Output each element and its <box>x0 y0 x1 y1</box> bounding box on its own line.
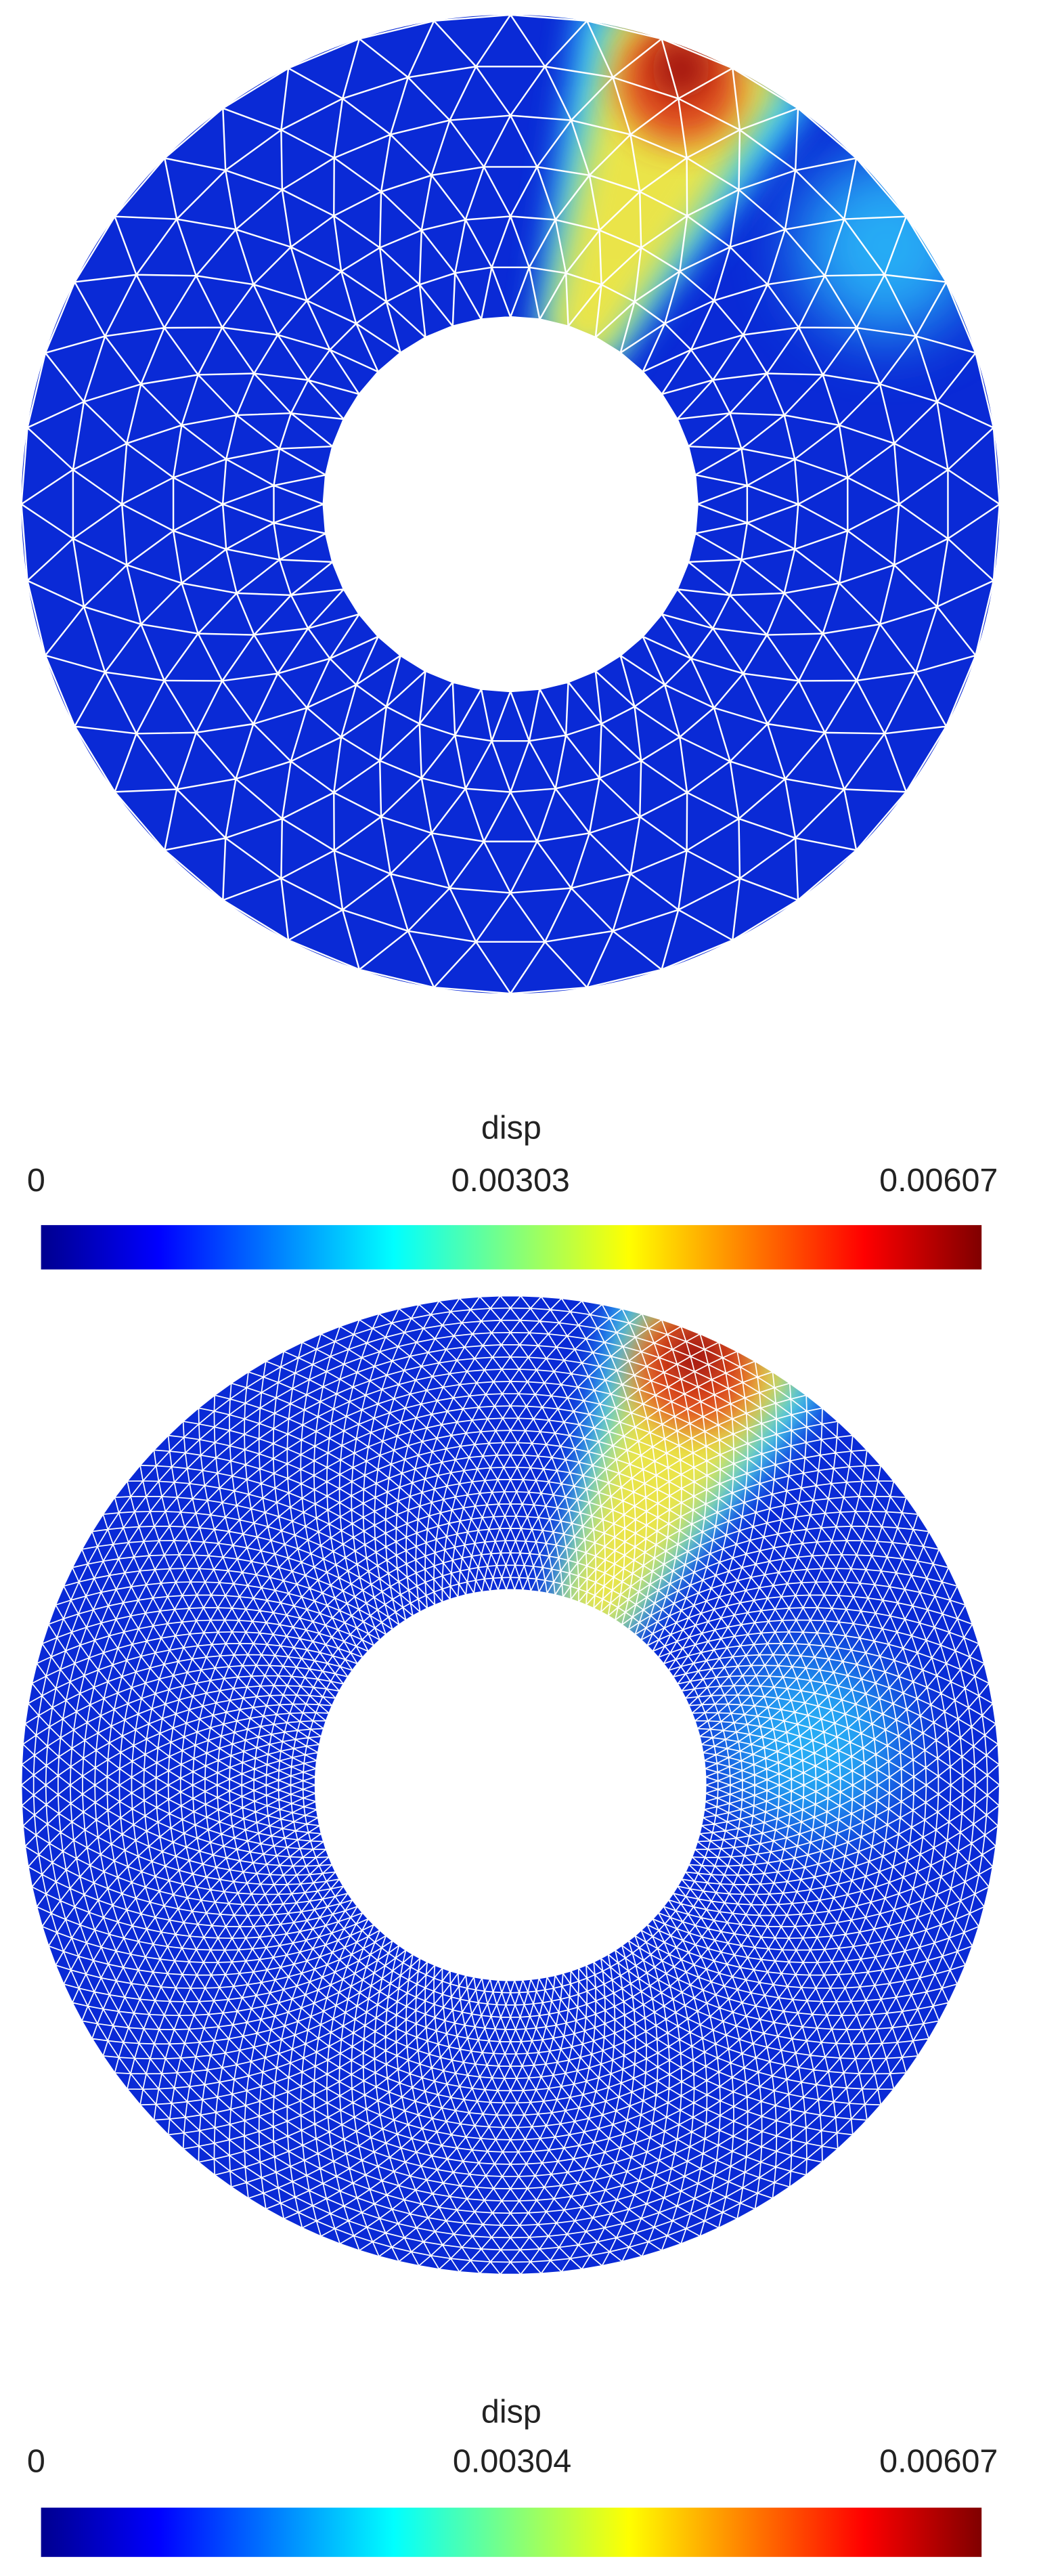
colorbar-tick-label: 0.00303 <box>451 1162 570 1199</box>
annulus <box>21 1295 1000 2275</box>
colorbar-tick-label: 0 <box>27 1162 45 1199</box>
annulus <box>21 14 1000 994</box>
mesh <box>20 1295 1000 2275</box>
mesh-panel <box>20 1295 1000 2275</box>
mesh <box>20 14 1001 995</box>
colorbar-tick-label: 0.00607 <box>879 2443 998 2479</box>
colorbar-label: disp <box>481 2394 541 2430</box>
colorbar <box>41 1225 982 1270</box>
colorbar <box>41 2508 982 2557</box>
field-blob <box>796 156 977 337</box>
field-peak <box>651 39 711 99</box>
colorbar-label: disp <box>481 1109 541 1146</box>
colorbar-tick-label: 0.00607 <box>879 1162 998 1199</box>
colorbar-tick-label: 0 <box>27 2443 45 2479</box>
colorbar-tick-label: 0.00304 <box>453 2443 571 2479</box>
mesh-panel <box>20 14 1001 995</box>
